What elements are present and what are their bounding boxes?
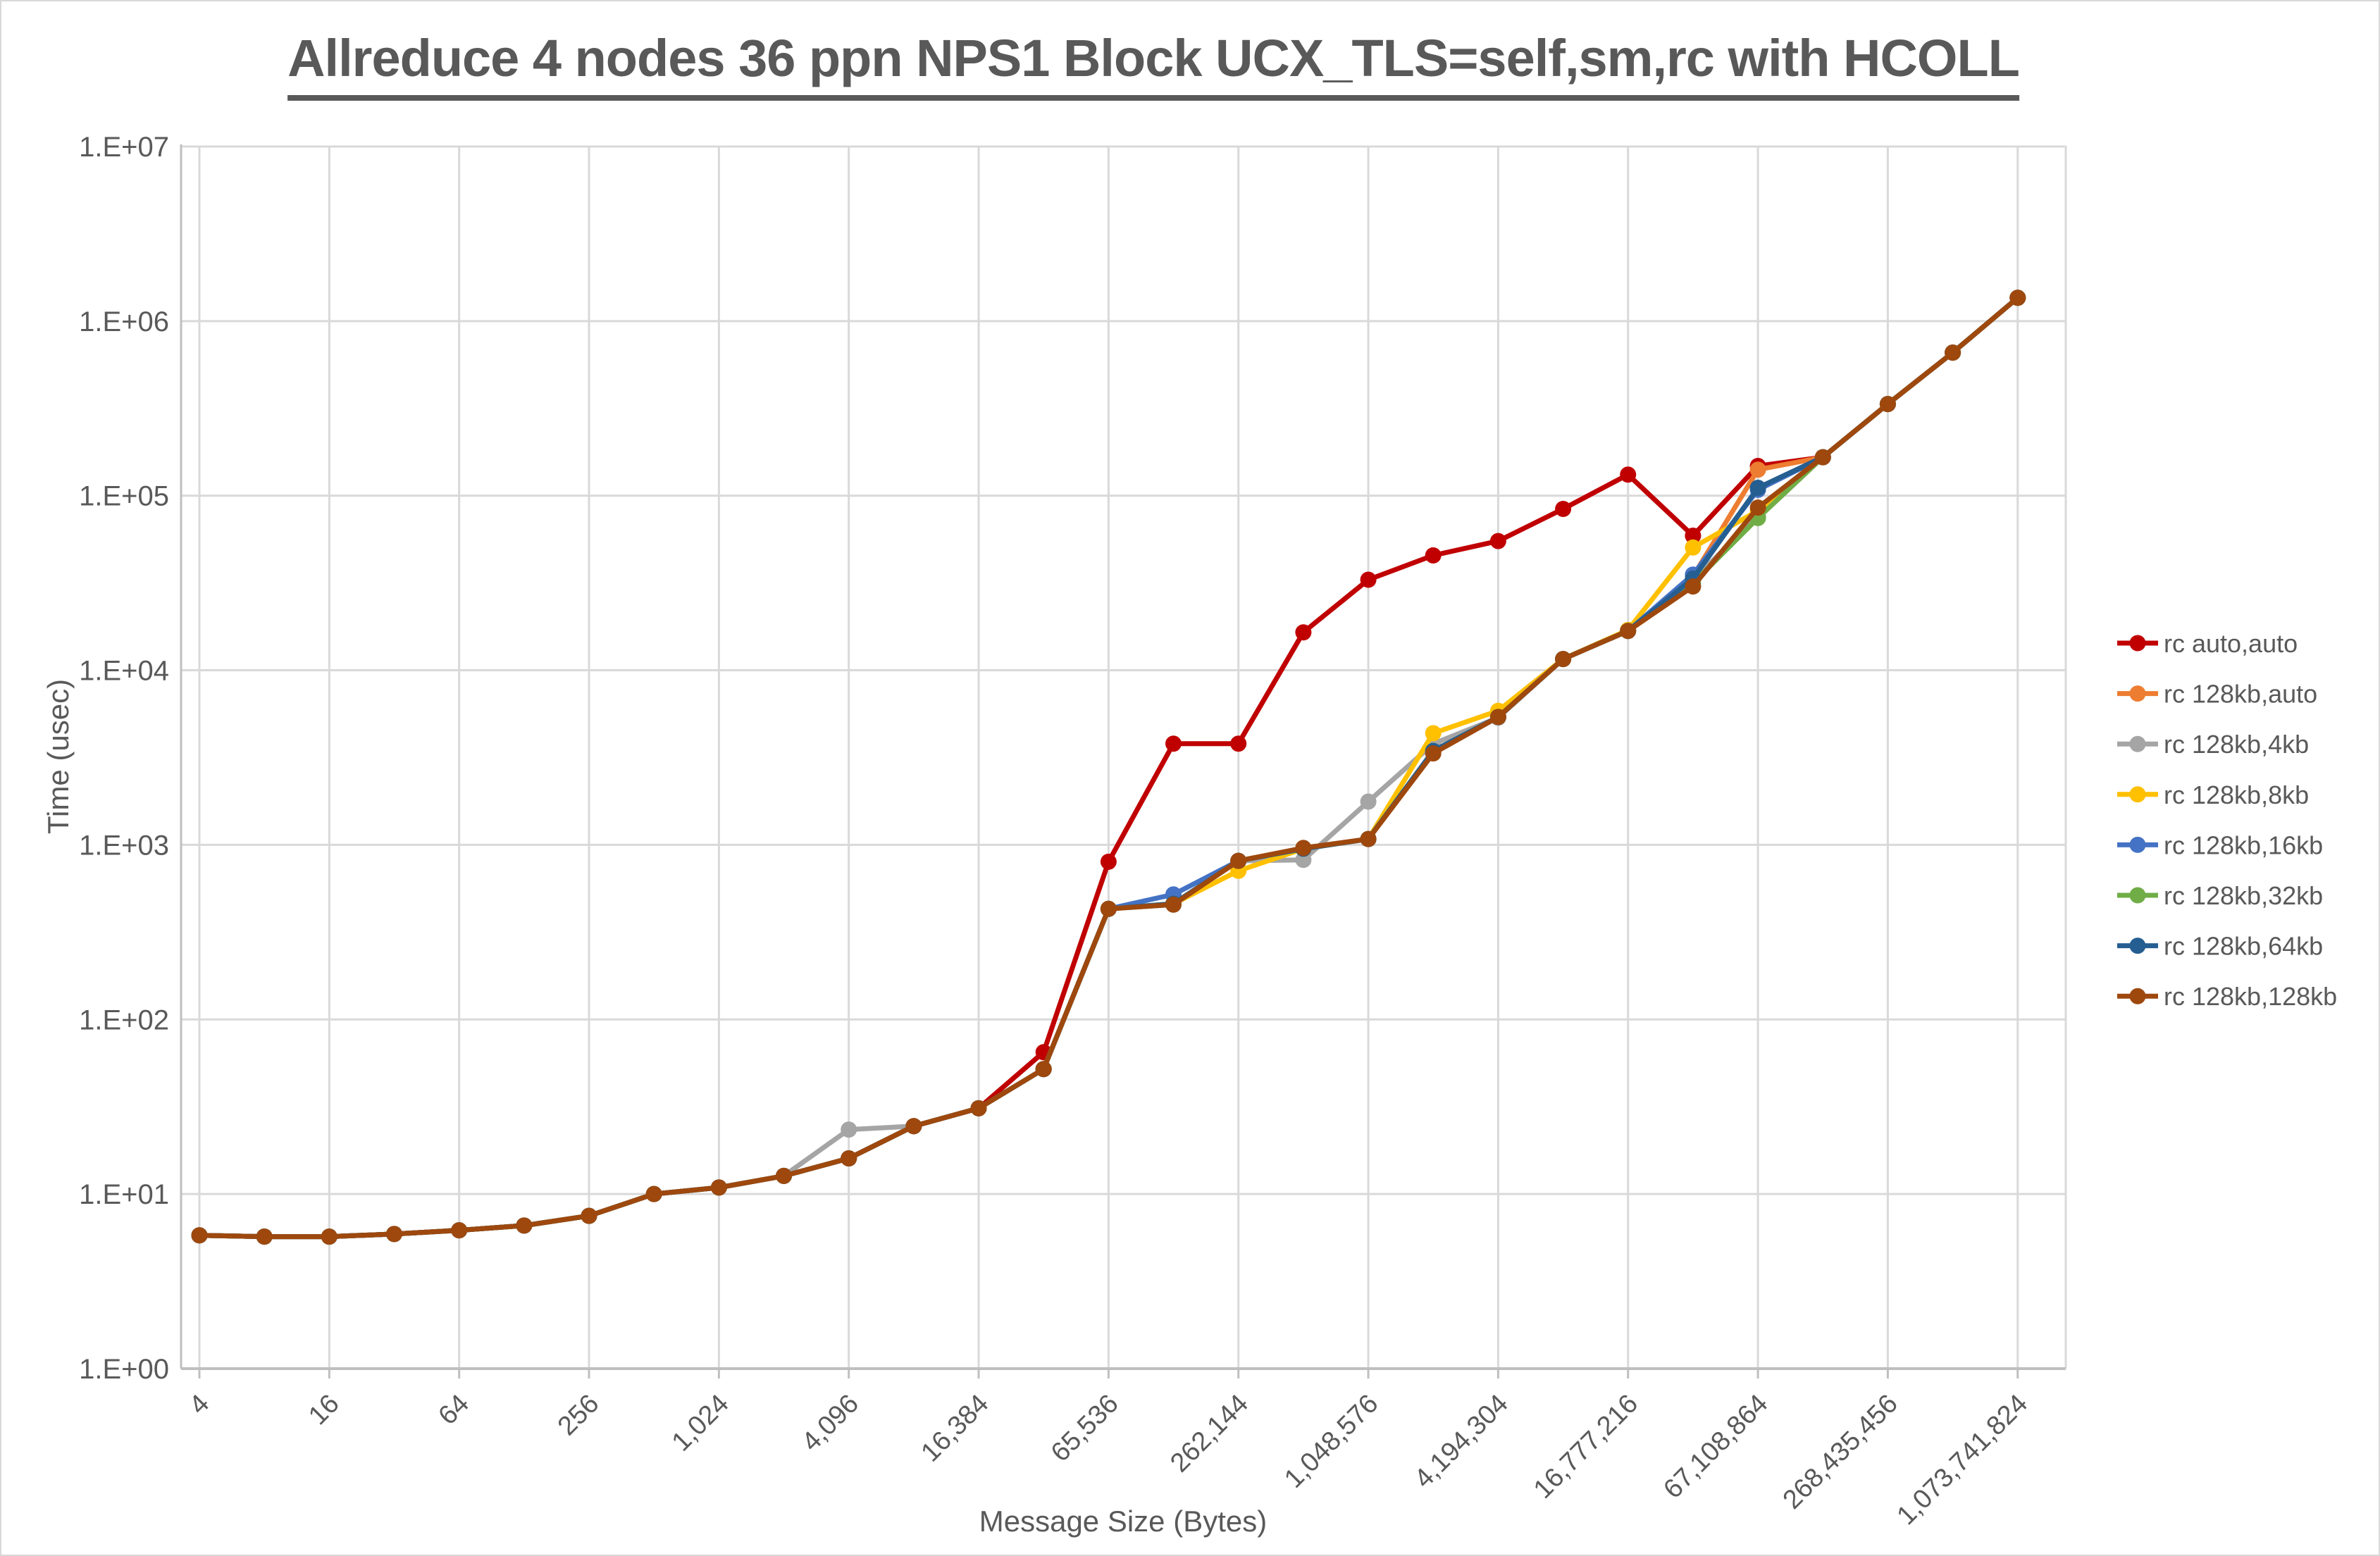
x-tick-label: 1,048,576: [1279, 1389, 1384, 1494]
chart-title: Allreduce 4 nodes 36 ppn NPS1 Block UCX_…: [287, 28, 2020, 101]
legend-label-rc-128kb-16kb: rc 128kb,16kb: [2164, 830, 2323, 859]
series-marker-rc-128kb-128kb: [1165, 896, 1182, 913]
legend-marker-rc-128kb-8kb: [2129, 786, 2146, 803]
x-tick-label: 4,096: [796, 1389, 864, 1457]
x-tick-label: 262,144: [1165, 1389, 1254, 1479]
series-marker-rc-128kb-128kb: [710, 1179, 727, 1196]
x-tick-label: 16: [303, 1389, 345, 1431]
series-marker-rc-128kb-128kb: [645, 1185, 662, 1202]
series-marker-rc-128kb-4kb: [841, 1121, 857, 1138]
series-marker-rc-128kb-4kb: [1360, 793, 1377, 810]
series-marker-rc-auto-auto: [1360, 571, 1377, 588]
series-marker-rc-auto-auto: [1425, 547, 1442, 564]
series-marker-rc-auto-auto: [1620, 466, 1637, 483]
series-marker-rc-128kb-128kb: [1425, 745, 1442, 762]
y-tick-label: 1.E+06: [79, 306, 169, 337]
series-marker-rc-128kb-128kb: [321, 1228, 337, 1245]
legend-marker-rc-128kb-16kb: [2129, 836, 2146, 853]
legend-label-rc-128kb-32kb: rc 128kb,32kb: [2164, 881, 2323, 910]
x-tick-label: 67,108,864: [1658, 1389, 1773, 1505]
series-marker-rc-128kb-128kb: [1555, 651, 1572, 668]
y-tick-label: 1.E+07: [79, 132, 169, 163]
y-tick-label: 1.E+03: [79, 830, 169, 861]
series-marker-rc-128kb-8kb: [1425, 725, 1442, 742]
series-marker-rc-128kb-128kb: [1749, 499, 1766, 516]
y-tick-label: 1.E+05: [79, 481, 169, 512]
series-marker-rc-128kb-128kb: [1489, 709, 1506, 726]
x-tick-label: 1,073,741,824: [1892, 1389, 2034, 1531]
legend-label-rc-128kb-auto: rc 128kb,auto: [2164, 680, 2317, 709]
y-axis-title: Time (usec): [42, 679, 75, 834]
legend-marker-rc-128kb-32kb: [2129, 887, 2146, 904]
y-tick-label: 1.E+02: [79, 1004, 169, 1035]
legend-label-rc-128kb-8kb: rc 128kb,8kb: [2164, 780, 2309, 809]
x-tick-label: 16,777,216: [1528, 1389, 1644, 1505]
series-marker-rc-128kb-128kb: [1879, 396, 1896, 413]
legend-label-rc-128kb-128kb: rc 128kb,128kb: [2164, 982, 2337, 1011]
series-marker-rc-auto-auto: [1295, 624, 1312, 641]
x-tick-label: 1,024: [667, 1389, 735, 1457]
series-marker-rc-128kb-auto: [1749, 461, 1766, 478]
series-marker-rc-128kb-128kb: [581, 1207, 597, 1224]
series-marker-rc-128kb-128kb: [1035, 1061, 1052, 1078]
series-marker-rc-auto-auto: [1555, 501, 1572, 517]
series-marker-rc-128kb-64kb: [1749, 480, 1766, 496]
series-marker-rc-128kb-128kb: [1945, 344, 1961, 361]
series-marker-rc-128kb-128kb: [1814, 449, 1831, 466]
legend-marker-rc-128kb-64kb: [2129, 938, 2146, 954]
x-tick-label: 4: [184, 1389, 216, 1421]
legend-marker-rc-128kb-4kb: [2129, 735, 2146, 752]
series-marker-rc-128kb-128kb: [1685, 578, 1702, 595]
series-marker-rc-128kb-128kb: [841, 1150, 857, 1166]
series-marker-rc-128kb-128kb: [776, 1167, 792, 1184]
legend-label-rc-128kb-64kb: rc 128kb,64kb: [2164, 932, 2323, 961]
series-marker-rc-128kb-128kb: [1230, 852, 1247, 869]
series-marker-rc-128kb-128kb: [516, 1217, 533, 1234]
x-tick-label: 268,435,456: [1778, 1389, 1904, 1515]
series-marker-rc-128kb-128kb: [2009, 290, 2026, 306]
series-marker-rc-128kb-128kb: [1360, 830, 1377, 847]
y-tick-label: 1.E+01: [79, 1179, 169, 1210]
legend-label-rc-128kb-4kb: rc 128kb,4kb: [2164, 730, 2309, 759]
x-tick-label: 4,194,304: [1409, 1389, 1514, 1494]
series-marker-rc-128kb-128kb: [191, 1227, 208, 1244]
series-marker-rc-128kb-8kb: [1685, 539, 1702, 556]
series-marker-rc-auto-auto: [1685, 528, 1702, 544]
legend-marker-rc-128kb-128kb: [2129, 988, 2146, 1004]
series-marker-rc-auto-auto: [1165, 735, 1182, 752]
x-axis-title: Message Size (Bytes): [979, 1505, 1267, 1538]
series-marker-rc-auto-auto: [1100, 853, 1117, 870]
y-tick-label: 1.E+00: [79, 1354, 169, 1385]
x-tick-label: 256: [552, 1389, 605, 1442]
series-marker-rc-128kb-128kb: [1295, 840, 1312, 857]
x-tick-label: 64: [433, 1389, 475, 1431]
x-tick-label: 16,384: [916, 1389, 995, 1468]
legend-marker-rc-128kb-auto: [2129, 685, 2146, 702]
series-marker-rc-128kb-128kb: [1620, 623, 1637, 640]
series-marker-rc-auto-auto: [1489, 533, 1506, 549]
series-marker-rc-128kb-128kb: [970, 1100, 987, 1116]
series-marker-rc-128kb-128kb: [386, 1226, 402, 1243]
x-tick-label: 65,536: [1046, 1389, 1124, 1468]
series-marker-rc-128kb-4kb: [1295, 852, 1312, 869]
series-marker-rc-128kb-128kb: [1100, 900, 1117, 917]
legend-marker-rc-auto-auto: [2129, 635, 2146, 652]
series-marker-rc-128kb-128kb: [256, 1228, 273, 1245]
y-tick-label: 1.E+04: [79, 656, 169, 687]
legend-label-rc-auto-auto: rc auto,auto: [2164, 629, 2298, 658]
series-marker-rc-128kb-128kb: [451, 1222, 468, 1239]
series-marker-rc-128kb-128kb: [905, 1118, 922, 1135]
series-marker-rc-auto-auto: [1230, 735, 1247, 752]
